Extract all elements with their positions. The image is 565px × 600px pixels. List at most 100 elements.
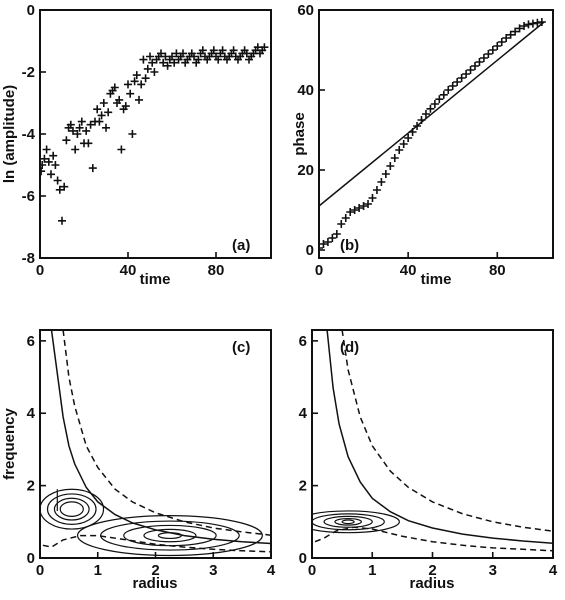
panel-b-point [399, 140, 408, 148]
panel-b-point [332, 230, 341, 238]
panel-b-point [493, 42, 502, 50]
panel-c-ytick-label: 0 [27, 550, 35, 567]
panel-a-point [168, 52, 176, 61]
panel-a-point [128, 130, 137, 138]
panel-c-xlabel: radius [132, 575, 177, 592]
panel-b-xtick-label: 80 [489, 262, 506, 279]
panel-b-xtick-label: 0 [315, 262, 323, 279]
panel-b-point [368, 194, 377, 202]
panel-b-ytick-label: 20 [297, 162, 314, 179]
panel-d-ticks: 0 1 2 3 4 0 2 4 6 [299, 333, 558, 579]
panel-a-point [137, 80, 146, 89]
panel-d-plot-area [312, 330, 553, 552]
panel-a-point [132, 71, 141, 80]
panel-c-xtick-label: 4 [267, 562, 276, 579]
panel-a: 0 40 80 0 -2 -4 -6 -8 time ln (amplitude) (a) [1, 2, 272, 288]
panel-b-ytick-label: 40 [297, 82, 314, 99]
panel-b-point [479, 54, 488, 62]
panel-a-point [66, 120, 75, 129]
panel-b-point [484, 50, 493, 58]
panel-b-point [372, 186, 381, 194]
panel-a-point [209, 46, 218, 55]
panel-c: 0 1 2 3 4 0 2 4 6 radius frequency (c) [1, 329, 276, 592]
panel-b-point [439, 90, 448, 99]
panel-b-point [520, 22, 529, 30]
panel-a-point [58, 216, 66, 225]
panel-a-marks [40, 43, 269, 225]
panel-b-point [497, 38, 506, 46]
panel-a-point [150, 68, 159, 76]
panel-d-xtick-label: 0 [308, 562, 316, 579]
panel-b-xlabel: time [421, 271, 452, 288]
panel-a-point [115, 95, 124, 104]
panel-a-point [95, 117, 104, 126]
panel-a-ytick-label: -2 [22, 64, 35, 81]
panel-a-point [170, 58, 179, 67]
panel-c-series-dashed [62, 330, 271, 536]
panel-a-point [75, 123, 84, 132]
panel-b-point [319, 240, 328, 248]
panel-a-point [159, 58, 168, 67]
panel-a-xtick-label: 40 [120, 262, 137, 279]
panel-b: 0 40 80 0 20 40 60 time phase (b) [291, 2, 554, 288]
panel-a-point [124, 80, 132, 89]
panel-a-point [86, 120, 95, 129]
panel-b-point [457, 74, 466, 82]
panel-b-ticks: 0 40 80 0 20 40 60 [297, 2, 505, 279]
panel-a-point [179, 49, 187, 58]
panel-b-point [319, 244, 323, 252]
panel-a-xtick-label: 80 [208, 262, 225, 279]
panel-b-point [511, 27, 520, 36]
panel-a-point [190, 52, 198, 61]
panel-d-xtick-label: 2 [428, 562, 436, 579]
panel-a-point [198, 46, 207, 55]
panel-d-xtick-label: 1 [368, 562, 376, 579]
panel-b-ytick-label: 0 [306, 242, 314, 259]
panel-d-ytick-label: 6 [299, 333, 307, 350]
panel-a-point [157, 49, 165, 58]
panel-b-frame [318, 9, 554, 259]
panel-c-series-dashed [42, 534, 271, 553]
panel-d: 0 1 2 3 4 0 2 4 6 radius (d) [299, 329, 558, 592]
panel-a-point [97, 111, 106, 120]
panel-a-plot-area [40, 43, 269, 225]
panel-b-point [350, 206, 359, 214]
panel-b-point [355, 204, 364, 212]
panel-c-contour [143, 528, 197, 543]
panel-a-point [126, 89, 135, 98]
panel-b-point [430, 100, 439, 108]
panel-a-point [40, 161, 47, 169]
panel-a-point [51, 161, 60, 169]
panel-c-tag: (c) [232, 339, 250, 356]
panel-c-contour [100, 520, 240, 551]
panel-a-ytick-label: -6 [22, 188, 35, 205]
panel-b-point [466, 66, 475, 74]
panel-b-point [435, 95, 444, 104]
panel-c-contour [123, 524, 217, 547]
panel-a-ylabel: ln (amplitude) [1, 85, 18, 183]
panel-b-point [506, 30, 515, 39]
panel-a-point [102, 123, 110, 132]
panel-b-point [381, 170, 390, 178]
panel-a-point [214, 55, 223, 64]
panel-d-contour [312, 510, 400, 534]
panel-a-point [194, 55, 203, 64]
panel-a-point [55, 185, 64, 194]
panel-b-point [426, 104, 435, 113]
panel-c-xtick-label: 2 [151, 562, 159, 579]
panel-c-xtick-label: 3 [209, 562, 217, 579]
panel-b-point [462, 70, 471, 78]
panel-d-xlabel: radius [409, 575, 454, 592]
panel-c-contour [40, 488, 105, 530]
panel-b-point [341, 214, 350, 222]
panel-a-point [135, 95, 143, 104]
panel-a-point [88, 164, 97, 173]
panel-a-tag: (a) [232, 237, 250, 254]
panel-b-point [323, 238, 332, 246]
panel-a-point [69, 126, 77, 135]
panel-a-point [110, 83, 119, 92]
panel-b-point [471, 62, 479, 70]
panel-a-point [218, 46, 227, 55]
panel-b-point [359, 202, 368, 210]
